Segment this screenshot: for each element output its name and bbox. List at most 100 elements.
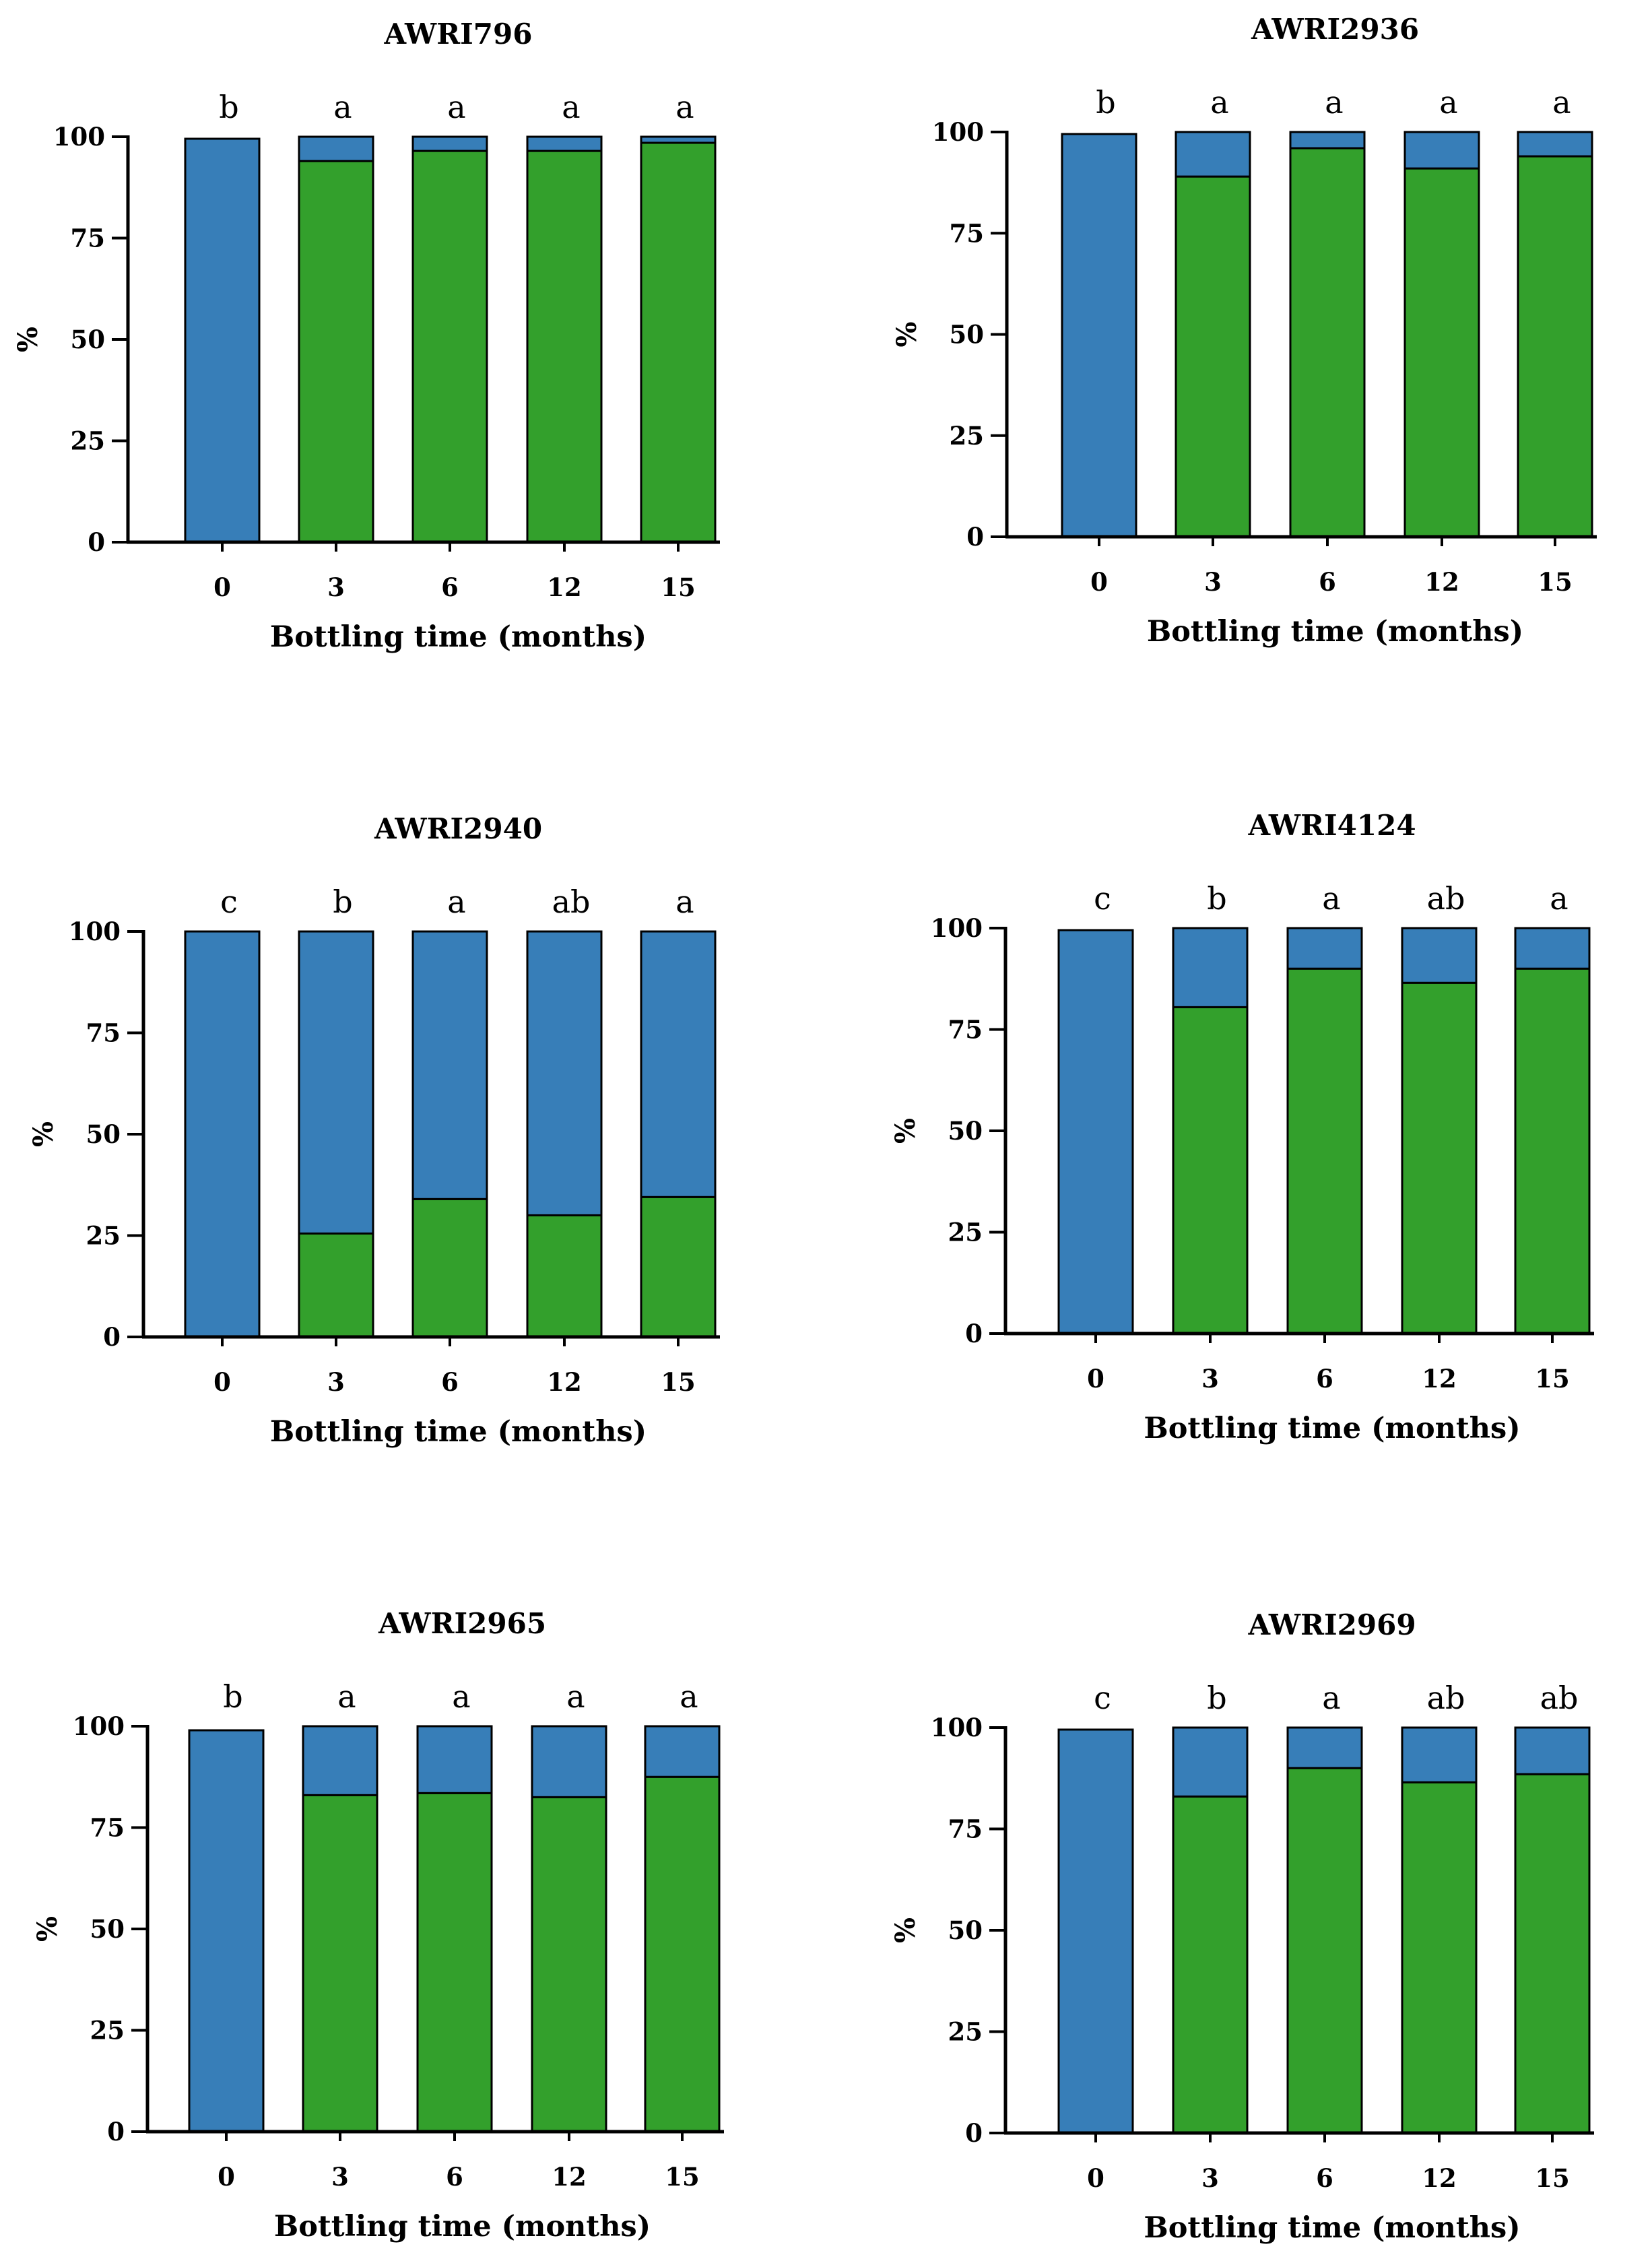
x-axis-label: Bottling time (months) — [270, 620, 647, 654]
x-tick-label: 6 — [1316, 1364, 1333, 1393]
x-tick-label: 15 — [1535, 2163, 1570, 2193]
x-tick-label: 15 — [665, 2162, 700, 2192]
y-tick-label: 50 — [948, 1116, 983, 1146]
chart-title: AWRI796 — [384, 18, 533, 51]
x-tick-label: 0 — [1090, 567, 1108, 597]
x-tick-label: 6 — [1316, 2163, 1333, 2193]
y-axis-label: % — [891, 321, 923, 347]
x-tick-label: 3 — [331, 2162, 349, 2192]
y-tick-label: 100 — [53, 122, 105, 152]
bar-segment-blue — [1401, 1726, 1478, 1783]
y-tick-label: 100 — [931, 913, 983, 943]
y-tick-label: 75 — [948, 1814, 983, 1844]
significance-letter: c — [1094, 1680, 1111, 1716]
bar-segment-blue — [1403, 131, 1480, 170]
bar-segment-blue — [531, 1725, 607, 1798]
y-tick-label: 100 — [69, 917, 121, 946]
bar-segment-blue — [526, 135, 603, 152]
x-tick-label: 0 — [1087, 2163, 1104, 2193]
x-tick-label: 15 — [1538, 567, 1573, 597]
bar-segment-green — [640, 1195, 717, 1338]
bar-segment-blue — [1514, 927, 1591, 970]
y-tick-label: 0 — [107, 2117, 125, 2146]
bar-segment-green — [1286, 967, 1363, 1335]
bar-segment-blue — [1057, 1728, 1134, 2134]
bar-segment-green — [298, 160, 374, 544]
x-tick-label: 12 — [552, 2162, 587, 2192]
bar-segment-green — [411, 150, 488, 544]
bar-segment-green — [526, 150, 603, 544]
x-tick-label: 0 — [213, 1367, 231, 1397]
y-tick-label: 50 — [71, 325, 106, 354]
y-tick-label: 75 — [86, 1018, 121, 1048]
significance-letter: a — [1552, 84, 1571, 121]
bar-segment-blue — [188, 1729, 265, 2133]
x-tick-label: 6 — [441, 1367, 459, 1397]
significance-letter: b — [1207, 1680, 1226, 1716]
significance-letter: a — [1322, 880, 1340, 917]
bar-segment-blue — [644, 1725, 721, 1778]
bar-segment-blue — [1286, 1726, 1363, 1769]
bar-segment-green — [411, 1198, 488, 1338]
significance-letter: a — [447, 89, 465, 125]
y-tick-label: 50 — [950, 320, 985, 350]
bar-segment-blue — [184, 930, 261, 1338]
y-axis-label: % — [32, 1916, 63, 1942]
bar-segment-blue — [640, 135, 717, 144]
x-tick-label: 15 — [661, 1367, 696, 1397]
y-tick-label: 75 — [950, 218, 985, 248]
bar-segment-green — [1514, 967, 1591, 1335]
x-tick-label: 6 — [441, 572, 459, 602]
y-tick-label: 50 — [948, 1915, 983, 1945]
bar-segment-green — [1403, 167, 1480, 538]
x-tick-label: 3 — [327, 1367, 345, 1397]
bar-segment-blue — [302, 1725, 378, 1796]
bar-segment-blue — [1172, 1726, 1249, 1798]
bar-segment-green — [1401, 1781, 1478, 2134]
significance-letter: c — [220, 884, 238, 920]
x-axis-label: Bottling time (months) — [1147, 615, 1523, 649]
significance-letter: a — [566, 1678, 585, 1715]
x-tick-label: 3 — [1201, 1364, 1219, 1393]
y-axis-label: % — [28, 1121, 59, 1147]
y-tick-label: 100 — [73, 1711, 125, 1741]
y-tick-label: 25 — [950, 421, 985, 451]
bar-segment-green — [1401, 981, 1478, 1335]
x-tick-label: 12 — [1422, 1364, 1457, 1393]
significance-letter: c — [1094, 880, 1111, 917]
y-tick-label: 25 — [71, 426, 106, 456]
bar-segment-blue — [1057, 929, 1134, 1335]
bar-segment-green — [298, 1232, 374, 1338]
y-tick-label: 25 — [948, 2017, 983, 2047]
bar-segment-green — [302, 1794, 378, 2133]
y-tick-label: 75 — [90, 1813, 125, 1843]
x-tick-label: 6 — [1319, 567, 1336, 597]
bar-segment-green — [1172, 1006, 1249, 1335]
significance-letter: a — [1550, 880, 1568, 917]
chart-title: AWRI2965 — [378, 1607, 546, 1640]
bar-segment-blue — [411, 930, 488, 1200]
significance-letter: ab — [552, 884, 591, 920]
chart-title: AWRI2936 — [1251, 13, 1419, 46]
bar-segment-green — [526, 1214, 603, 1338]
bar-segment-blue — [298, 930, 374, 1235]
bar-segment-blue — [1289, 131, 1366, 150]
x-tick-label: 6 — [446, 2162, 463, 2192]
significance-letter: b — [333, 884, 352, 920]
y-tick-label: 0 — [103, 1322, 121, 1352]
bar-segment-blue — [640, 930, 717, 1198]
significance-letter: a — [333, 89, 352, 125]
y-tick-label: 25 — [948, 1218, 983, 1247]
x-tick-label: 3 — [1201, 2163, 1219, 2193]
significance-letter: a — [675, 884, 694, 920]
bar-segment-blue — [1401, 927, 1478, 984]
x-tick-label: 3 — [327, 572, 345, 602]
significance-letter: ab — [1427, 880, 1465, 917]
bar-segment-green — [531, 1796, 607, 2133]
bar-segment-blue — [1061, 133, 1137, 538]
bar-segment-green — [1517, 155, 1593, 538]
y-tick-label: 100 — [932, 117, 984, 147]
y-tick-label: 50 — [90, 1914, 125, 1944]
x-tick-label: 12 — [547, 1367, 582, 1397]
y-axis-label: % — [12, 327, 44, 352]
